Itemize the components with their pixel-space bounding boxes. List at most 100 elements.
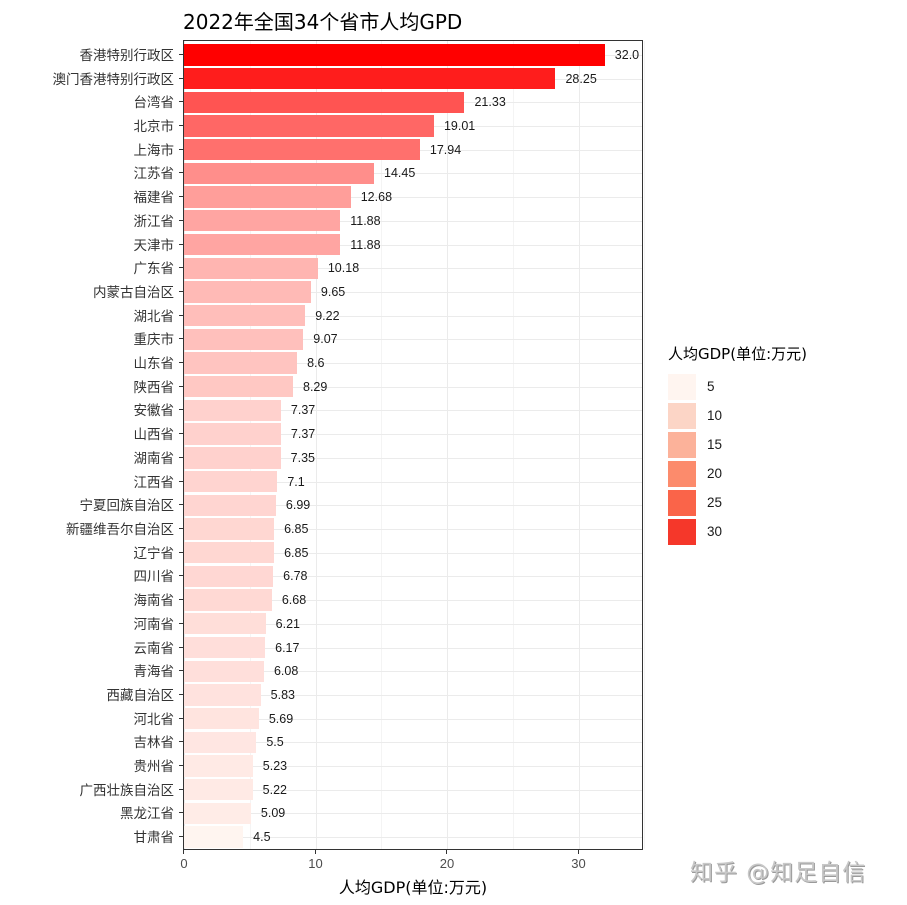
x-axis-tick xyxy=(446,850,447,854)
bar-7 xyxy=(184,186,351,208)
y-axis-label: 上海市 xyxy=(133,142,175,159)
legend-swatch xyxy=(668,431,696,458)
bar-32 xyxy=(184,779,253,801)
y-axis-label: 福建省 xyxy=(133,190,175,207)
gridline-horizontal xyxy=(184,457,642,459)
y-axis-label: 陕西省 xyxy=(133,379,175,396)
gridline-horizontal xyxy=(184,576,642,578)
y-axis-tick xyxy=(179,77,183,79)
gridline-horizontal xyxy=(184,481,642,483)
gridline-horizontal xyxy=(184,671,642,673)
bar-22 xyxy=(184,542,275,564)
bar-25 xyxy=(184,613,266,635)
gridline-vertical xyxy=(381,41,383,849)
value-label: 21.33 xyxy=(474,95,506,110)
y-axis-label: 浙江省 xyxy=(133,213,175,230)
y-axis-label: 山东省 xyxy=(133,356,175,373)
legend-label: 10 xyxy=(707,408,723,423)
value-label: 6.85 xyxy=(284,521,309,536)
y-axis-tick xyxy=(179,362,183,364)
gridline-horizontal xyxy=(184,552,642,554)
bar-1 xyxy=(184,44,605,66)
y-axis-label: 江苏省 xyxy=(133,166,175,183)
value-label: 4.5 xyxy=(253,830,271,845)
y-axis-label: 香港特别行政区 xyxy=(79,47,175,64)
x-axis-tick xyxy=(577,850,579,854)
bar-20 xyxy=(184,494,276,516)
y-axis-tick xyxy=(179,527,183,529)
value-label: 9.65 xyxy=(320,284,346,299)
value-label: 28.25 xyxy=(565,71,597,86)
value-label: 6.21 xyxy=(275,616,300,631)
y-axis-tick xyxy=(179,788,183,790)
gridline-horizontal xyxy=(184,600,642,602)
y-axis-label: 广东省 xyxy=(133,261,175,278)
legend-entry: 30 xyxy=(668,517,807,546)
y-axis-tick xyxy=(179,504,183,506)
gridline-vertical xyxy=(447,41,448,849)
value-label: 17.94 xyxy=(429,142,462,157)
gridline-vertical xyxy=(249,41,251,849)
bar-15 xyxy=(184,376,293,398)
value-label: 12.68 xyxy=(360,190,393,205)
y-axis-tick xyxy=(179,124,183,126)
value-label: 5.69 xyxy=(268,711,294,726)
gridline-vertical xyxy=(315,41,317,849)
gridline-horizontal xyxy=(184,505,642,507)
value-label: 6.78 xyxy=(283,569,308,584)
y-axis-tick xyxy=(179,599,183,601)
y-axis-label: 广西壮族自治区 xyxy=(79,782,175,799)
value-label: 11.88 xyxy=(350,237,381,252)
x-axis-title: 人均GDP(单位:万元) xyxy=(338,878,488,897)
gridline-horizontal xyxy=(184,268,642,270)
value-label: 6.08 xyxy=(273,664,299,679)
x-axis-tick xyxy=(183,850,184,854)
y-axis-tick xyxy=(179,741,183,743)
y-axis-tick xyxy=(179,433,183,435)
legend-label: 25 xyxy=(707,495,723,510)
gridline-horizontal xyxy=(184,363,642,365)
gridline-horizontal xyxy=(184,220,642,222)
value-label: 32.0 xyxy=(614,47,640,62)
legend-entry: 15 xyxy=(668,430,807,459)
gridline-horizontal xyxy=(184,410,642,412)
legend-entry: 10 xyxy=(668,401,807,430)
legend-swatch xyxy=(668,489,696,516)
value-label: 6.68 xyxy=(281,593,307,608)
bar-16 xyxy=(184,399,281,422)
y-axis-tick xyxy=(179,622,183,624)
legend-title: 人均GDP(单位:万元) xyxy=(668,345,807,363)
bar-23 xyxy=(184,565,274,588)
gridline-horizontal xyxy=(184,813,642,815)
y-axis-tick xyxy=(179,456,183,458)
x-axis-tick xyxy=(314,850,316,854)
plot-panel: 32.0 28.25 21.33 19.01 17.94 14.45 12.68 11.88 1… xyxy=(183,40,646,850)
legend-entry: 25 xyxy=(668,488,807,517)
bar-12 xyxy=(184,304,306,327)
bar-18 xyxy=(184,447,281,469)
legend-swatch xyxy=(668,402,696,429)
x-axis-tick-label: 30 xyxy=(571,856,586,871)
value-label: 6.99 xyxy=(285,498,311,513)
y-axis-label: 四川省 xyxy=(133,569,175,586)
gridline-horizontal xyxy=(184,339,642,341)
legend-swatch xyxy=(668,518,696,545)
y-axis-label: 湖北省 xyxy=(133,308,175,325)
legend-swatch xyxy=(668,373,696,400)
bar-34 xyxy=(184,826,244,848)
legend-label: 5 xyxy=(707,379,715,394)
bar-10 xyxy=(184,257,318,279)
y-axis-tick xyxy=(179,172,183,174)
value-label: 5.23 xyxy=(262,759,288,774)
y-axis-tick xyxy=(179,385,183,387)
bar-17 xyxy=(184,423,281,445)
y-axis-label: 新疆维吾尔自治区 xyxy=(66,521,174,538)
value-label: 9.22 xyxy=(315,308,340,323)
bar-19 xyxy=(184,470,278,493)
gridline-horizontal xyxy=(184,173,642,175)
bar-27 xyxy=(184,660,264,682)
y-axis-tick xyxy=(179,148,183,150)
bar-31 xyxy=(184,755,253,777)
gridline-horizontal xyxy=(184,694,642,696)
y-axis-label: 天津市 xyxy=(133,237,175,254)
